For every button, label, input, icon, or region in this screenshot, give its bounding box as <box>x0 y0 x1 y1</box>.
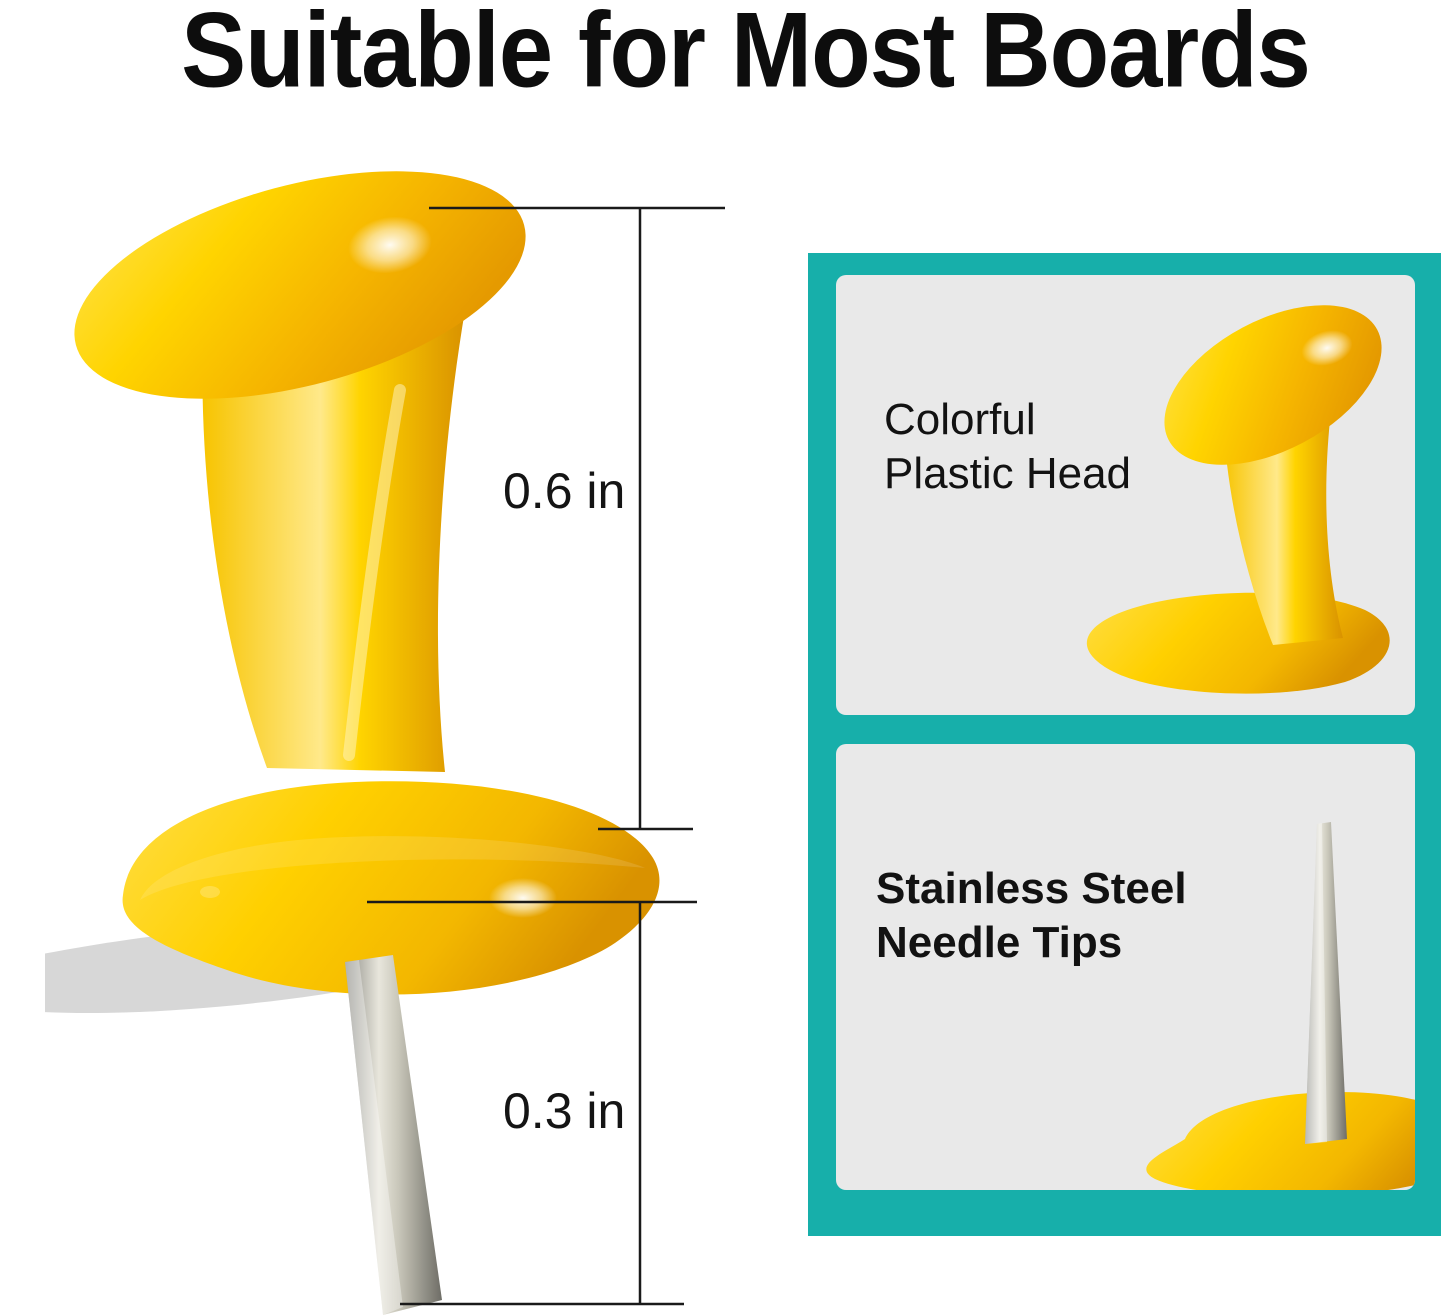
svg-text:0.3 in: 0.3 in <box>503 1083 625 1139</box>
